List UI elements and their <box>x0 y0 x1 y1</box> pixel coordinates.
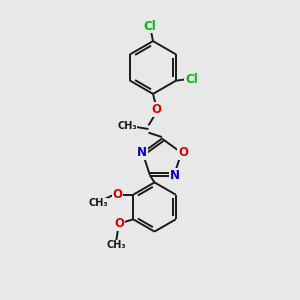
Text: CH₃: CH₃ <box>117 121 137 131</box>
Text: CH₃: CH₃ <box>106 240 126 250</box>
Text: CH₃: CH₃ <box>88 198 108 208</box>
Text: O: O <box>178 146 188 159</box>
Text: N: N <box>169 169 180 182</box>
Text: N: N <box>137 146 147 159</box>
Text: O: O <box>151 103 161 116</box>
Text: O: O <box>112 188 123 201</box>
Text: Cl: Cl <box>144 20 156 33</box>
Text: Cl: Cl <box>185 73 198 86</box>
Text: O: O <box>115 217 125 230</box>
